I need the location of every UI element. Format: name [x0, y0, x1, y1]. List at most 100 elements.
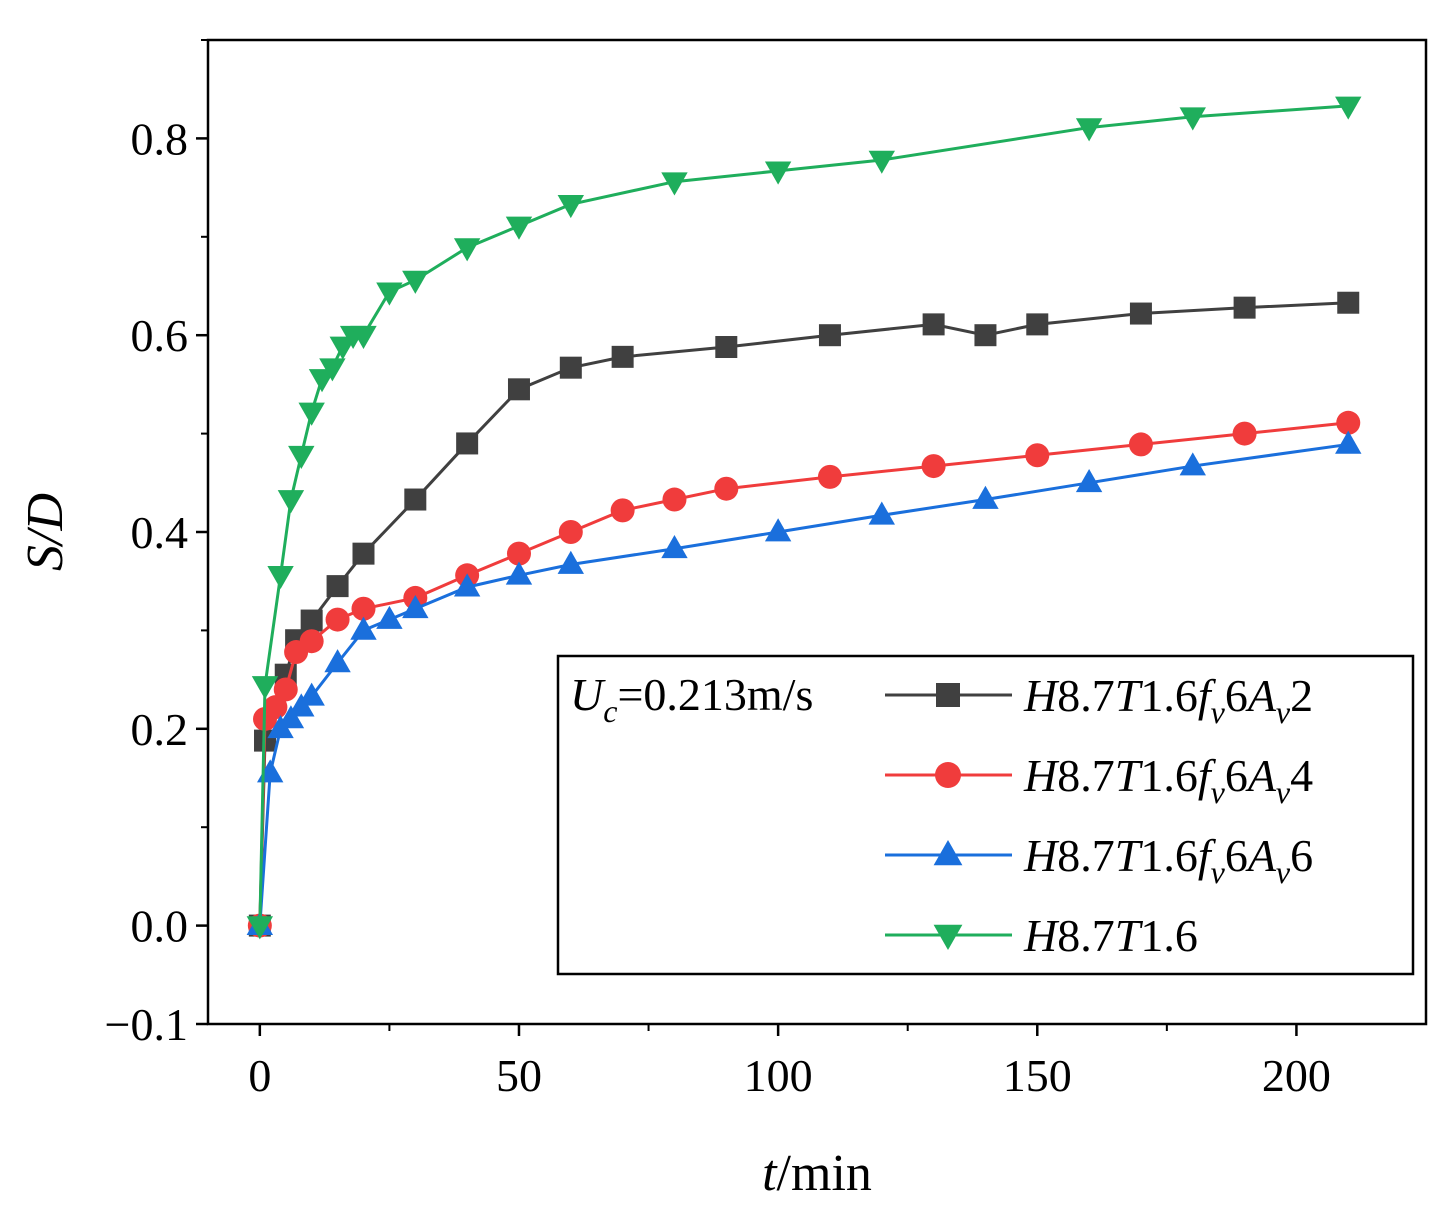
data-point	[1179, 107, 1206, 131]
legend-entry: H8.7T1.6fv6Av6	[885, 830, 1313, 890]
legend-label: H8.7T1.6fv6Av4	[1023, 750, 1313, 810]
data-point	[507, 378, 530, 401]
data-point	[868, 150, 895, 174]
data-point	[300, 609, 323, 632]
plot-frame	[206, 38, 1428, 1026]
data-point	[1337, 291, 1360, 314]
data-point	[1025, 443, 1050, 468]
data-point	[972, 485, 999, 509]
legend-entry: H8.7T1.6fv6Av4	[885, 750, 1313, 810]
x-tick-label: 0	[248, 1050, 271, 1101]
data-point	[1075, 118, 1103, 142]
data-point	[325, 607, 350, 632]
legend-marker	[933, 840, 963, 866]
y-tick-labels: −0.1 0.0 0.2 0.4 0.6 0.8	[105, 113, 188, 1050]
data-point	[557, 550, 585, 574]
data-point	[1233, 296, 1256, 319]
data-point	[1129, 302, 1152, 325]
legend-entry: H8.7T1.6	[885, 910, 1198, 961]
data-point	[319, 358, 346, 382]
data-point	[764, 518, 792, 542]
data-point	[298, 682, 325, 706]
data-point	[288, 445, 315, 469]
data-point	[324, 649, 351, 673]
series-line	[258, 104, 1349, 926]
data-point	[263, 695, 288, 720]
data-point	[456, 432, 479, 455]
legend: Uc=0.213m/s H8.7T1.6fv6Av2 H8.7T1.6fv6Av4…	[556, 654, 1415, 976]
x-tick-label: 50	[496, 1050, 542, 1101]
legend-label: H8.7T1.6	[1023, 910, 1198, 961]
data-point	[505, 561, 533, 585]
data-point	[350, 325, 377, 349]
data-point	[922, 313, 945, 336]
data-point	[817, 464, 842, 489]
data-point	[453, 238, 481, 262]
data-point	[1075, 469, 1103, 493]
data-point	[1179, 452, 1206, 476]
data-point	[402, 595, 429, 619]
data-point	[376, 282, 403, 306]
x-tick-label: 100	[744, 1050, 813, 1101]
x-tick-labels: 0 50 100 150 200	[248, 1050, 1331, 1101]
data-point	[559, 356, 582, 379]
data-point	[376, 605, 403, 629]
legend-marker	[935, 762, 961, 788]
y-tick-label: −0.1	[105, 999, 188, 1050]
data-point	[308, 369, 336, 393]
y-axis-title: S/D	[17, 493, 74, 571]
data-point	[764, 161, 792, 185]
data-point	[298, 402, 325, 426]
data-point	[246, 916, 274, 940]
data-point	[714, 476, 739, 501]
y-tick-label: 0.8	[131, 113, 189, 164]
data-point	[273, 677, 298, 702]
data-point	[329, 336, 356, 360]
data-point	[251, 676, 279, 700]
y-tick-label: 0.0	[131, 901, 189, 952]
legend-entries: H8.7T1.6fv6Av2 H8.7T1.6fv6Av4 H8.7T1.6fv6A…	[885, 670, 1313, 961]
data-point	[506, 541, 531, 566]
y-tick-label: 0.6	[131, 310, 189, 361]
data-point	[352, 542, 375, 565]
data-point	[611, 345, 634, 368]
data-point	[326, 575, 349, 598]
data-point	[558, 520, 583, 544]
data-point	[921, 454, 946, 479]
data-point	[662, 487, 687, 512]
data-point	[1232, 421, 1257, 446]
x-tick-label: 150	[1003, 1050, 1072, 1101]
plot-series	[246, 96, 1362, 940]
data-point	[974, 324, 997, 347]
data-point	[1336, 410, 1361, 435]
y-tick-label: 0.4	[131, 507, 189, 558]
data-point	[1128, 432, 1153, 457]
series-1	[248, 291, 1360, 937]
x-axis-title: t/min	[762, 1145, 872, 1202]
data-point	[1026, 313, 1049, 336]
legend-box	[556, 654, 1415, 976]
data-point	[661, 534, 688, 559]
data-point	[277, 705, 305, 729]
data-point	[661, 172, 688, 196]
legend-marker	[933, 924, 963, 950]
legend-title: Uc=0.213m/s	[570, 669, 813, 729]
legend-entry: H8.7T1.6fv6Av2	[885, 670, 1313, 730]
series-4	[246, 96, 1362, 940]
y-tick-label: 0.2	[131, 704, 189, 755]
data-point	[1335, 430, 1362, 454]
data-point	[404, 488, 427, 511]
data-point	[610, 498, 635, 523]
legend-label: H8.7T1.6fv6Av2	[1023, 670, 1313, 730]
data-point	[868, 501, 895, 525]
data-point	[715, 336, 738, 359]
data-point	[267, 565, 294, 590]
data-point	[351, 596, 376, 621]
x-tick-label: 200	[1262, 1050, 1331, 1101]
data-point	[818, 324, 841, 347]
data-point	[1335, 96, 1362, 120]
data-point	[350, 616, 377, 640]
data-point	[402, 270, 429, 294]
legend-label: H8.7T1.6fv6Av6	[1023, 830, 1313, 890]
